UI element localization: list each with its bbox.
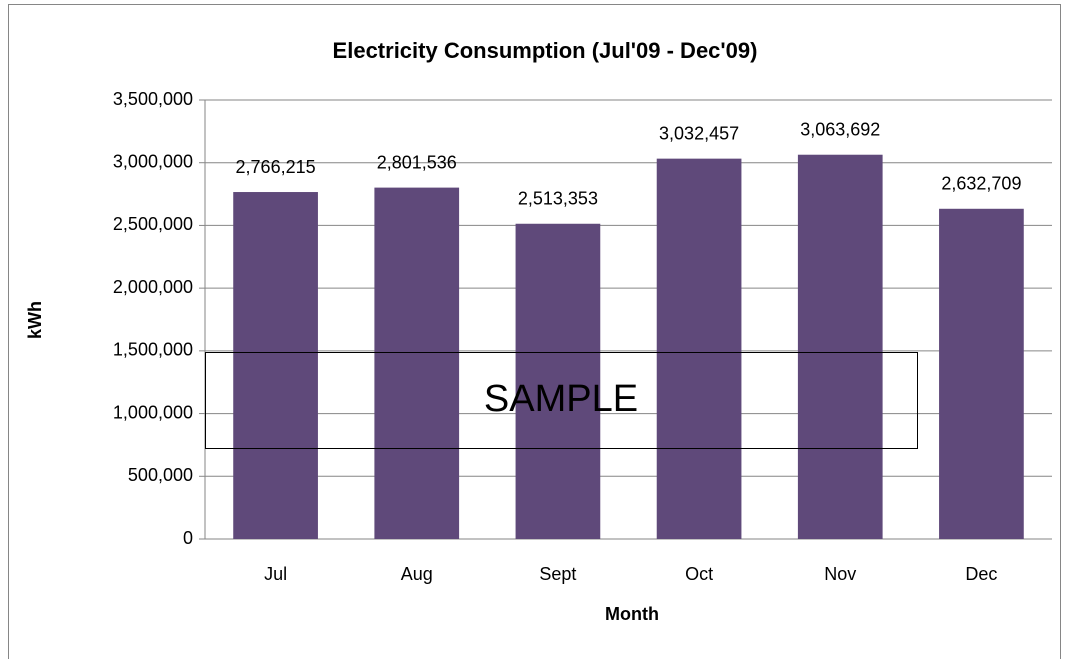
bar xyxy=(374,187,460,539)
y-tick-label: 0 xyxy=(183,528,193,548)
x-tick-label: Oct xyxy=(685,564,713,584)
sample-annotation: SAMPLE xyxy=(484,378,638,420)
chart-title: Electricity Consumption (Jul'09 - Dec'09… xyxy=(333,38,758,63)
bar xyxy=(515,223,601,539)
y-tick-label: 3,000,000 xyxy=(113,151,193,171)
bar xyxy=(939,208,1024,539)
y-tick-label: 500,000 xyxy=(128,465,193,485)
bar xyxy=(233,192,318,539)
y-tick-label: 3,500,000 xyxy=(113,89,193,109)
data-label: 3,032,457 xyxy=(659,123,739,143)
x-tick-label: Aug xyxy=(401,564,433,584)
y-tick-label: 2,000,000 xyxy=(113,277,193,297)
y-tick-label: 1,000,000 xyxy=(113,402,193,422)
x-tick-label: Jul xyxy=(264,564,287,584)
x-tick-label: Sept xyxy=(539,564,576,584)
x-tick-label: Dec xyxy=(965,564,997,584)
bar xyxy=(656,158,742,539)
data-label: 2,766,215 xyxy=(236,157,316,177)
y-axis-label: kWh xyxy=(25,301,45,339)
sample-box xyxy=(205,352,918,449)
data-label: 2,513,353 xyxy=(518,189,598,209)
data-label: 3,063,692 xyxy=(800,119,880,139)
x-tick-label: Nov xyxy=(824,564,856,584)
y-tick-label: 2,500,000 xyxy=(113,214,193,234)
y-tick-label: 1,500,000 xyxy=(113,340,193,360)
x-axis-label: Month xyxy=(605,604,659,624)
bar xyxy=(797,154,883,539)
data-label: 2,801,536 xyxy=(377,152,457,172)
data-label: 2,632,709 xyxy=(941,174,1021,194)
